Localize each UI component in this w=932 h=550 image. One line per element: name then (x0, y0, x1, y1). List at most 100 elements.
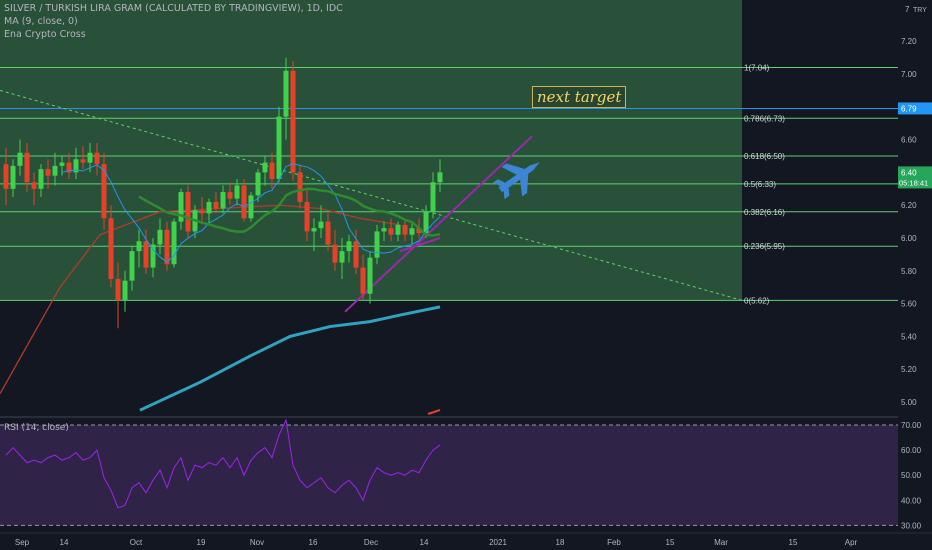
candle-body (430, 182, 436, 212)
candle-body (283, 70, 289, 117)
price-tick-label: 5.40 (901, 332, 917, 341)
price-tick-label: 6.20 (901, 201, 917, 210)
last-price-tag (898, 166, 932, 189)
candle-body (66, 162, 72, 173)
red-ma-fragment (427, 409, 441, 415)
candle-body (3, 164, 9, 189)
fib-label: 1(7.04) (744, 63, 770, 72)
candle-body (31, 182, 37, 189)
candle-body (276, 116, 282, 179)
candle-body (38, 169, 44, 189)
candle-body (45, 169, 51, 176)
time-tick-label: Sep (15, 538, 30, 547)
rsi-tick-label: 50.00 (901, 471, 922, 480)
time-tick-label: 19 (197, 538, 206, 547)
fib-zone (0, 0, 742, 301)
candle-body (339, 251, 345, 263)
candle-body (304, 201, 310, 232)
candle-body (178, 192, 184, 222)
candle-body (52, 165, 58, 176)
candle-body (269, 162, 275, 179)
candle-body (24, 152, 30, 183)
candle-body (388, 228, 394, 235)
airplane-wing (501, 163, 525, 175)
candle-body (353, 241, 359, 268)
candle-body (360, 267, 366, 294)
time-tick-label: 14 (60, 538, 69, 547)
time-axis-bg (0, 533, 932, 550)
channel-upper (344, 135, 533, 313)
rsi-line (5, 418, 441, 509)
candle-body (199, 210, 205, 214)
candle-body (122, 280, 128, 301)
candle-body (220, 192, 226, 209)
candle-body (185, 192, 191, 232)
price-tick-label: 6.60 (901, 136, 917, 145)
time-tick-label: Nov (250, 538, 264, 547)
candle-body (311, 228, 317, 232)
trend-line (0, 89, 743, 301)
candle-body (423, 211, 429, 234)
candle-body (73, 159, 79, 173)
ma9-line (61, 163, 441, 263)
time-tick-label: 18 (556, 538, 565, 547)
ma-legend: MA (9, close, 0) (4, 16, 78, 27)
price-axis-bg (898, 0, 932, 550)
channel-lower (399, 237, 441, 253)
red-ma-line (0, 204, 401, 395)
time-tick-label: 2021 (489, 538, 507, 547)
candle-body (241, 185, 247, 219)
long-ma-line (139, 305, 441, 412)
fib-label: 0.786(6.73) (744, 114, 785, 123)
time-tick-label: 15 (666, 538, 675, 547)
time-tick-label: Mar (714, 538, 728, 547)
fib-label: 0(5.62) (744, 296, 770, 305)
candle-body (115, 279, 121, 301)
candle-body (206, 201, 212, 214)
symbol-title: SILVER / TURKISH LIRA GRAM (CALCULATED B… (4, 3, 343, 14)
candle-body (318, 221, 324, 229)
candle-body (94, 152, 100, 165)
candle-body (136, 241, 142, 252)
currency-label: TRY (913, 7, 927, 14)
candle-body (80, 159, 86, 163)
fib-label: 0.236(5.95) (744, 242, 785, 251)
time-tick-label: 15 (789, 538, 798, 547)
rsi-tick-label: 40.00 (901, 496, 922, 505)
time-tick-label: Dec (364, 538, 378, 547)
candle-body (171, 221, 177, 265)
time-tick-label: 16 (309, 538, 318, 547)
rsi-legend: RSI (14, close) (4, 423, 69, 433)
candle-body (108, 218, 114, 279)
time-tick-label: Oct (130, 538, 143, 547)
price-tick-label: 6.00 (901, 234, 917, 243)
candle-body (17, 152, 23, 166)
airplane-tail (492, 179, 510, 200)
rsi-tick-label: 30.00 (901, 521, 922, 530)
rsi-band (0, 425, 898, 526)
airplane-body (498, 162, 540, 193)
price-tick-label: 7.00 (901, 70, 917, 79)
candle-body (367, 257, 373, 294)
countdown-label: 05:18:41 (899, 178, 928, 187)
target-price-label: 6.79 (901, 104, 917, 113)
candle-body (290, 70, 296, 173)
candle-body (164, 229, 170, 265)
candle-body (150, 244, 156, 268)
candle-body (10, 165, 16, 189)
fib-label: 0.382(6.16) (744, 208, 785, 217)
axis-marker: 7 (905, 5, 910, 14)
time-tick-label: Apr (845, 538, 858, 547)
candle-body (381, 228, 387, 232)
indicator-legend: Ena Crypto Cross (4, 29, 86, 40)
candle-body (59, 162, 65, 166)
candle-body (332, 244, 338, 263)
candle-body (213, 201, 219, 209)
fib-label: 0.5(6.33) (744, 180, 776, 189)
price-tick-label: 5.00 (901, 398, 917, 407)
candle-body (87, 152, 93, 163)
candle-body (374, 231, 380, 258)
price-tick-label: 5.20 (901, 365, 917, 374)
